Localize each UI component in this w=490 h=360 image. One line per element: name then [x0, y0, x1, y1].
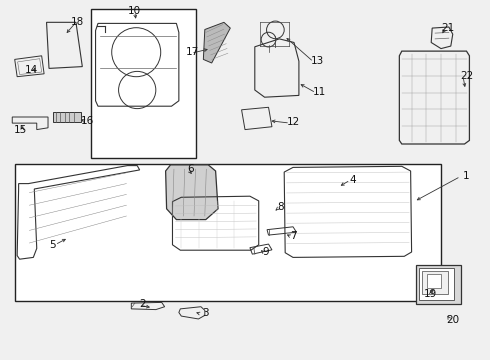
Text: 7: 7	[290, 231, 296, 241]
Bar	[15, 164, 441, 301]
Text: 22: 22	[460, 71, 473, 81]
Text: 12: 12	[286, 117, 300, 127]
Text: 6: 6	[187, 164, 194, 174]
Text: 15: 15	[14, 125, 27, 135]
Polygon shape	[166, 165, 218, 220]
Text: 9: 9	[263, 247, 270, 257]
Text: 2: 2	[139, 299, 146, 309]
Text: 18: 18	[71, 17, 84, 27]
Text: 21: 21	[441, 23, 455, 33]
Text: 5: 5	[49, 240, 56, 250]
Text: 13: 13	[311, 56, 324, 66]
Bar	[427, 274, 441, 288]
Bar	[422, 271, 448, 294]
Text: 4: 4	[349, 175, 356, 185]
Text: 20: 20	[446, 315, 459, 325]
Text: 3: 3	[202, 308, 209, 318]
Text: 8: 8	[277, 202, 284, 212]
Text: 16: 16	[80, 116, 94, 126]
Text: 14: 14	[25, 65, 39, 75]
Polygon shape	[203, 22, 230, 63]
Text: 10: 10	[128, 6, 141, 16]
Bar	[419, 268, 454, 300]
Text: 1: 1	[463, 171, 470, 181]
Text: 17: 17	[185, 47, 199, 57]
Bar	[91, 9, 196, 158]
Text: 11: 11	[313, 87, 326, 97]
Bar	[416, 265, 461, 304]
Bar	[53, 112, 81, 122]
Text: 19: 19	[423, 289, 437, 300]
